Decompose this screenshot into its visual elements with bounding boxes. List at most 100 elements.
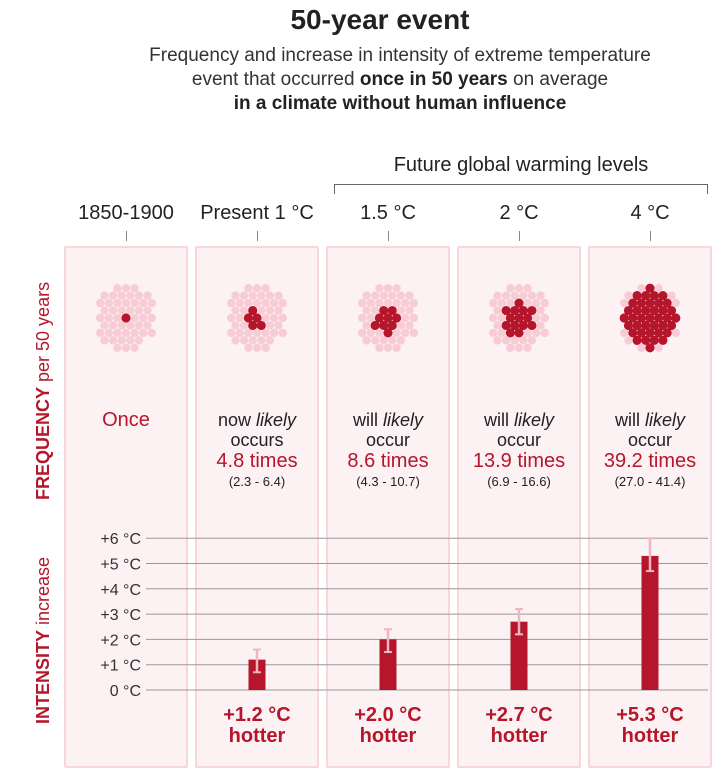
- event-dot-empty: [252, 328, 262, 338]
- event-dot-empty: [239, 306, 249, 315]
- event-dot-empty: [130, 298, 139, 308]
- event-dot-filled: [628, 328, 638, 338]
- intensity-bar: [510, 621, 528, 690]
- event-dot-empty: [366, 328, 375, 338]
- event-dot-empty: [540, 313, 549, 323]
- event-dot-empty: [366, 313, 375, 323]
- event-dot-filled: [641, 305, 651, 316]
- event-dot-empty: [139, 298, 148, 308]
- event-dot-empty: [121, 328, 131, 338]
- event-dot-empty: [130, 313, 139, 323]
- event-dot-empty: [409, 313, 418, 323]
- header-tick: [126, 231, 127, 241]
- event-dot-filled: [662, 313, 672, 323]
- event-dot-empty: [375, 298, 384, 308]
- event-dot-filled: [514, 298, 524, 308]
- event-dot-filled: [387, 305, 397, 316]
- event-dot-empty: [96, 313, 105, 323]
- event-dot-empty: [239, 291, 249, 300]
- event-dot-empty: [383, 298, 393, 308]
- event-dot-filled: [645, 343, 655, 353]
- event-dot-empty: [523, 328, 532, 338]
- event-dot-filled: [645, 298, 655, 308]
- event-dot-filled: [641, 320, 651, 331]
- event-dot-empty: [274, 321, 283, 330]
- event-dot-empty: [104, 313, 114, 323]
- chart-title: 50-year event: [290, 4, 470, 35]
- event-dot-empty: [126, 321, 135, 330]
- event-dot-empty: [358, 298, 367, 308]
- event-dot-empty: [130, 284, 139, 293]
- event-dot-empty: [274, 306, 283, 315]
- event-dot-empty: [375, 328, 384, 338]
- frequency-label: now likely occurs 4.8 times (2.3 - 6.4): [192, 410, 322, 492]
- event-dot-empty: [519, 291, 528, 300]
- event-dot-empty: [113, 298, 122, 308]
- event-dot-empty: [375, 284, 384, 293]
- event-dot-empty: [396, 336, 406, 345]
- event-dot-empty: [540, 298, 549, 308]
- event-dot-filled: [619, 313, 629, 323]
- event-dot-empty: [108, 336, 118, 345]
- event-dot-filled: [383, 313, 393, 323]
- event-dot-empty: [252, 284, 262, 293]
- event-dot-empty: [239, 336, 249, 345]
- event-dot-empty: [519, 336, 528, 345]
- event-dot-empty: [532, 313, 541, 323]
- hotter-label: +1.2 °C hotter: [223, 704, 291, 747]
- event-dot-empty: [392, 328, 401, 338]
- event-dot-empty: [113, 328, 122, 338]
- event-dot-empty: [624, 336, 633, 345]
- event-dot-empty: [113, 284, 122, 293]
- event-dot-empty: [396, 306, 406, 315]
- event-dot-filled: [649, 320, 659, 331]
- event-dot-empty: [235, 298, 244, 308]
- event-dot-empty: [493, 336, 502, 345]
- event-dot-empty: [227, 328, 236, 338]
- event-dot-empty: [510, 336, 519, 345]
- event-dot-filled: [248, 320, 258, 331]
- event-dot-empty: [620, 328, 629, 338]
- frequency-range: (6.9 - 16.6): [487, 474, 551, 489]
- event-dot-empty: [231, 306, 240, 315]
- event-dot-empty: [96, 328, 105, 338]
- event-dot-empty: [362, 321, 371, 330]
- event-dot-empty: [358, 328, 367, 338]
- event-dot-empty: [405, 291, 414, 300]
- event-dot-empty: [536, 306, 545, 315]
- subtitle-line-2: event that occurred once in 50 years on …: [191, 69, 609, 90]
- event-dot-empty: [126, 306, 135, 315]
- event-dot-empty: [501, 291, 511, 300]
- event-dot-empty: [532, 298, 541, 308]
- event-dot-empty: [396, 291, 406, 300]
- event-dot-empty: [405, 306, 414, 315]
- event-dot-filled: [649, 335, 659, 345]
- event-dot-filled: [501, 320, 511, 331]
- event-dot-filled: [666, 305, 677, 316]
- event-dot-filled: [243, 313, 253, 323]
- event-dot-empty: [121, 298, 131, 308]
- event-dot-filled: [523, 313, 533, 323]
- event-dot-filled: [636, 313, 647, 323]
- event-dot-filled: [666, 320, 677, 331]
- header-tick: [650, 231, 651, 241]
- event-dot-filled: [379, 320, 389, 331]
- event-dot-empty: [100, 306, 109, 315]
- event-dot-filled: [632, 291, 642, 301]
- event-dot-empty: [143, 321, 152, 330]
- frequency-range: (4.3 - 10.7): [356, 474, 420, 489]
- event-dot-filled: [628, 298, 638, 308]
- frequency-times: 4.8 times: [216, 450, 298, 472]
- event-dot-empty: [261, 313, 270, 323]
- event-dot-filled: [505, 313, 515, 323]
- event-dot-filled: [527, 320, 537, 331]
- event-dot-empty: [667, 291, 676, 300]
- header-tick: [388, 231, 389, 241]
- event-dot-empty: [270, 298, 279, 308]
- event-dot-filled: [514, 328, 524, 338]
- event-dot-empty: [392, 343, 401, 352]
- event-dot-empty: [620, 298, 629, 308]
- event-dot-filled: [649, 291, 659, 301]
- event-dot-filled: [654, 328, 664, 338]
- event-dot-filled: [645, 313, 655, 323]
